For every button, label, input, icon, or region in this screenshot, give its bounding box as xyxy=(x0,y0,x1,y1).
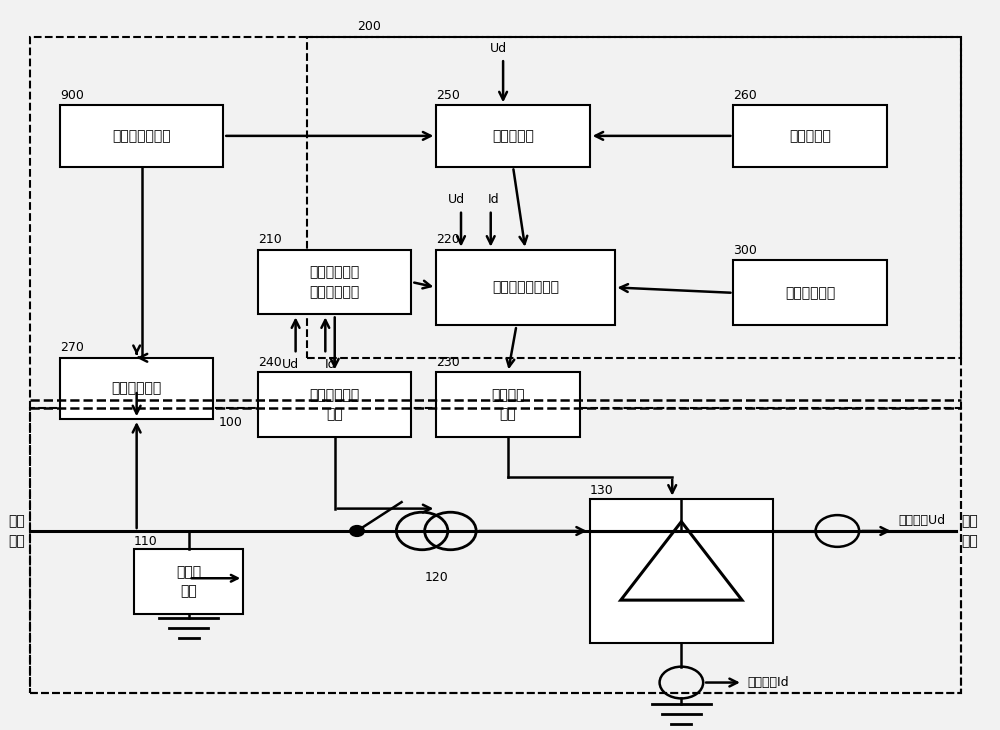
Bar xyxy=(733,261,887,326)
Text: 直流
线路: 直流 线路 xyxy=(961,514,978,548)
Text: 200: 200 xyxy=(357,20,381,33)
Text: 运行控制工作站: 运行控制工作站 xyxy=(112,129,171,143)
Text: 240: 240 xyxy=(258,356,282,369)
Bar xyxy=(436,372,580,437)
Text: 触发脉冲
产生: 触发脉冲 产生 xyxy=(491,388,525,421)
Bar xyxy=(733,105,887,166)
Text: Ud: Ud xyxy=(282,358,299,371)
Text: 260: 260 xyxy=(733,88,757,101)
Text: 250: 250 xyxy=(436,88,460,101)
Bar xyxy=(60,105,223,166)
Text: 120: 120 xyxy=(424,571,448,584)
Bar xyxy=(134,549,243,614)
Text: Ud: Ud xyxy=(490,42,507,55)
Text: 交流
线路: 交流 线路 xyxy=(8,514,25,548)
Bar xyxy=(60,358,213,419)
Text: 直流系统保护: 直流系统保护 xyxy=(785,286,835,300)
Bar xyxy=(436,105,590,166)
Text: 无功功率控制: 无功功率控制 xyxy=(112,382,162,396)
Text: 极功率控制: 极功率控制 xyxy=(492,129,534,143)
Text: 换流变分接头
控制: 换流变分接头 控制 xyxy=(310,388,360,421)
Text: 900: 900 xyxy=(60,88,84,101)
Text: 直流电流Id: 直流电流Id xyxy=(748,676,789,689)
Text: 直流电压Ud: 直流电压Ud xyxy=(899,515,946,527)
Bar xyxy=(258,250,411,315)
Text: 交流滤
波器: 交流滤 波器 xyxy=(176,565,201,599)
Text: 角度、电流电
压基准值计算: 角度、电流电 压基准值计算 xyxy=(310,265,360,299)
Text: 300: 300 xyxy=(733,244,757,257)
Bar xyxy=(436,250,615,326)
Text: Id: Id xyxy=(324,358,336,371)
Circle shape xyxy=(350,526,364,536)
Text: 230: 230 xyxy=(436,356,460,369)
Bar xyxy=(590,499,773,643)
Bar xyxy=(30,408,961,694)
Text: 110: 110 xyxy=(134,534,158,548)
Text: Id: Id xyxy=(488,193,500,207)
Text: 270: 270 xyxy=(60,341,84,354)
Bar xyxy=(258,372,411,437)
Text: 过负荷控制: 过负荷控制 xyxy=(789,129,831,143)
Bar xyxy=(307,36,961,358)
Text: 换流器触发角控制: 换流器触发角控制 xyxy=(492,280,559,294)
Text: 210: 210 xyxy=(258,233,282,246)
Text: 100: 100 xyxy=(218,415,242,429)
Text: 130: 130 xyxy=(590,484,614,497)
Text: Ud: Ud xyxy=(447,193,465,207)
Text: 220: 220 xyxy=(436,233,460,246)
